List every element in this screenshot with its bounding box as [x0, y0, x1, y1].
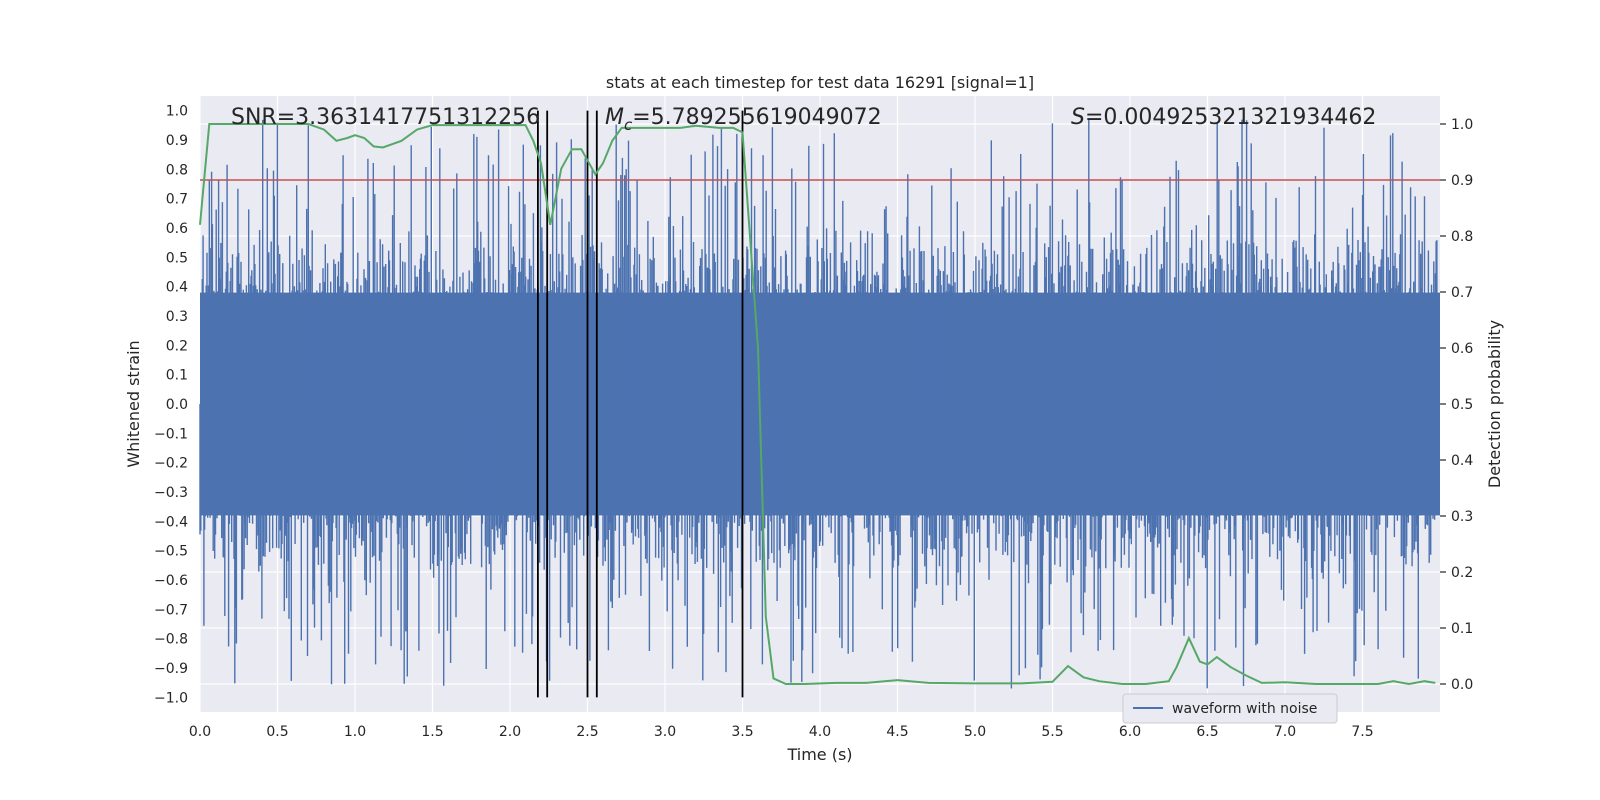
x-axis-label: Time (s) [786, 745, 852, 764]
y-right-tick-label: 0.3 [1451, 509, 1473, 525]
x-tick-label: 7.5 [1351, 724, 1373, 740]
x-tick-label: 0.5 [266, 724, 288, 740]
y-left-tick-label: 0.0 [166, 397, 188, 413]
y-left-tick-label: 0.8 [166, 162, 188, 178]
x-tick-label: 4.0 [809, 724, 831, 740]
y-right-tick-label: 0.7 [1451, 285, 1473, 301]
y-left-tick-label: −0.3 [154, 485, 188, 501]
y-left-tick-label: 0.4 [166, 280, 188, 296]
y-left-tick-label: 0.1 [166, 368, 188, 384]
mc-value: =5.789255619049072 [632, 105, 881, 130]
x-tick-label: 6.5 [1196, 724, 1218, 740]
detection-probability-line [199, 123, 1436, 686]
x-tick-label: 0.0 [189, 724, 211, 740]
x-tick-label: 2.0 [499, 724, 521, 740]
s-value: =0.004925321321934462 [1085, 105, 1376, 130]
y-right-tick-label: 0.6 [1451, 341, 1473, 357]
y-left-tick-label: 0.5 [166, 250, 188, 266]
mc-subscript: c [624, 116, 633, 134]
snr-annotation: SNR=3.3631417751312256 [231, 105, 540, 130]
x-tick-label: 5.0 [964, 724, 986, 740]
y-left-tick-label: −0.5 [154, 544, 188, 560]
chart-title: stats at each timestep for test data 162… [606, 73, 1034, 92]
y-left-tick-label: −0.7 [154, 602, 188, 618]
y-right-tick-label: 0.1 [1451, 621, 1473, 637]
y-left-tick-label: 0.3 [166, 309, 188, 325]
y-left-tick-label: −0.9 [154, 661, 188, 677]
s-symbol: S [1071, 105, 1085, 130]
vertical-lines [537, 110, 744, 698]
legend-box [1122, 693, 1338, 724]
x-tick-label: 1.5 [421, 724, 443, 740]
y-left-tick-label: −0.1 [154, 426, 188, 442]
x-tick-label: 5.5 [1041, 724, 1063, 740]
legend-label-waveform: waveform with noise [1172, 701, 1317, 717]
y-right-tick-label: 0.4 [1451, 453, 1473, 469]
detection-probability-series [199, 123, 1436, 686]
x-tick-label: 4.5 [886, 724, 908, 740]
waveform-series [199, 119, 1440, 689]
x-tick-label: 7.0 [1274, 724, 1296, 740]
y-left-tick-label: 0.6 [166, 221, 188, 237]
y-left-tick-label: 0.2 [166, 338, 188, 354]
y-left-ticks: 1.0 0.9 0.8 0.7 0.6 0.5 0.4 0.3 0.2 0.1 0.0 −0.1 −0.… [154, 104, 188, 707]
y-right-tick-label: 0.2 [1451, 565, 1473, 581]
y-left-tick-label: −0.4 [154, 514, 188, 530]
chirp-mass-annotation: Mc=5.789255619049072 [605, 105, 882, 134]
x-tick-label: 3.0 [654, 724, 676, 740]
y-left-tick-label: −1.0 [154, 690, 188, 706]
legend: waveform with noise [1122, 693, 1338, 724]
y-left-tick-label: 0.9 [166, 133, 188, 149]
y-left-tick-label: −0.2 [154, 456, 188, 472]
y-left-tick-label: 0.7 [166, 192, 188, 208]
y-axis-label-left: Whitened strain [124, 340, 143, 467]
y-right-tick-label: 1.0 [1451, 117, 1473, 133]
x-ticks: 0.0 0.5 1.0 1.5 2.0 2.5 3.0 3.5 4.0 4.5 5.0 5.5 6.0 6… [189, 724, 1374, 740]
y-right-tick-label: 0.0 [1451, 677, 1473, 693]
mc-symbol: M [605, 105, 624, 130]
x-tick-label: 3.5 [731, 724, 753, 740]
y-axis-label-right: Detection probability [1485, 320, 1504, 488]
y-left-tick-label: −0.8 [154, 632, 188, 648]
s-annotation: S=0.004925321321934462 [1071, 105, 1376, 130]
y-right-tick-label: 0.8 [1451, 229, 1473, 245]
x-tick-label: 2.5 [576, 724, 598, 740]
y-right-tick-label: 0.5 [1451, 397, 1473, 413]
x-tick-label: 1.0 [344, 724, 366, 740]
y-left-tick-label: −0.6 [154, 573, 188, 589]
x-tick-label: 6.0 [1119, 724, 1141, 740]
y-right-ticks: 1.0 0.9 0.8 0.7 0.6 0.5 0.4 0.3 0.2 0.1 0.0 [1440, 117, 1473, 693]
y-left-tick-label: 1.0 [166, 104, 188, 120]
waveform-line [199, 119, 1438, 689]
y-right-tick-label: 0.9 [1451, 173, 1473, 189]
